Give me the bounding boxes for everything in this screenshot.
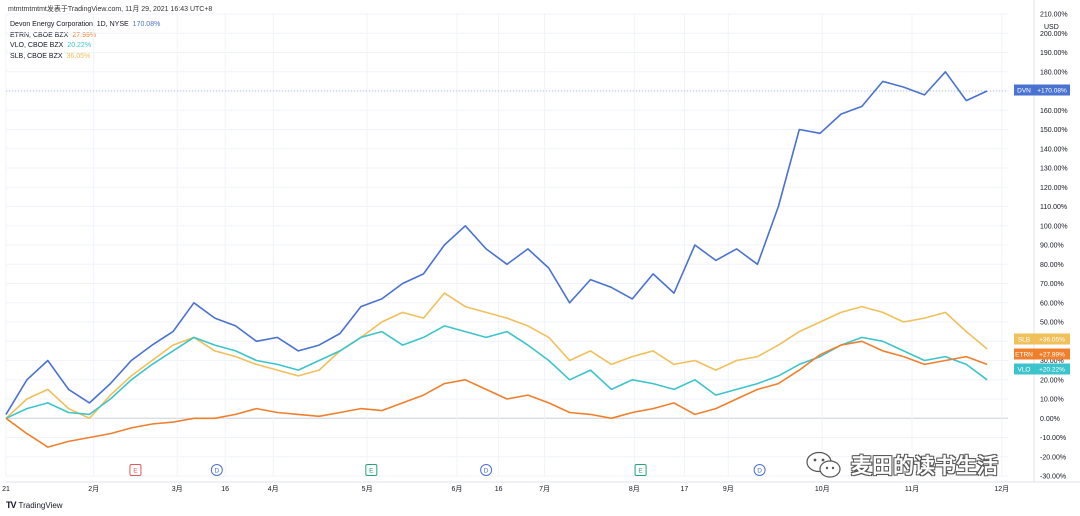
legend-item-slb[interactable]: SLB, CBOE BZX 36.05% (10, 52, 160, 63)
legend-item-dvn[interactable]: Devon Energy Corporation, 1D, NYSE 170.08… (10, 20, 160, 31)
series-line-slb (5, 292, 988, 420)
event-marker-label: D (214, 468, 219, 475)
header-title: mtmtmtmtmt发表于TradingView.com, 11月 29, 20… (8, 6, 213, 13)
y-tick-label: 200.00% (1040, 31, 1068, 38)
x-tick-label: 12月 (994, 485, 1009, 493)
legend-label: Devon Energy Corporation, 1D, NYSE (10, 21, 129, 28)
y-tick-label: 130.00% (1040, 166, 1068, 173)
event-marker-label: E (369, 468, 374, 475)
x-tick-label: 10月 (815, 485, 830, 493)
y-tick-label: 20.00% (1040, 377, 1064, 384)
x-tick-label: 11月 (905, 485, 919, 493)
badge-name-bg-etrn (1014, 348, 1034, 360)
event-marker-label: D (757, 468, 762, 475)
x-tick-label: 4月 (268, 485, 279, 493)
legend-value: 170.08% (132, 21, 161, 28)
y-tick-label: 140.00% (1040, 146, 1068, 153)
y-tick-label: 80.00% (1040, 262, 1064, 269)
badge-name-slb: SLB (1018, 337, 1030, 344)
event-marker-dividend (210, 464, 223, 476)
y-tick-label: 0.00% (1040, 416, 1060, 423)
footer[interactable]: TV TradingView (6, 500, 63, 510)
watermark-text: 麦田的读书生活 (851, 455, 998, 478)
event-marker-earnings (634, 464, 647, 476)
legend-item-vlo[interactable]: VLO, CBOE BZX 20.22% (10, 41, 160, 52)
y-tick-label: -30.00% (1040, 474, 1066, 481)
badge-name-etrn: ETRN (1015, 352, 1033, 359)
y-tick-label: -10.00% (1040, 435, 1066, 442)
badge-name-bg-vlo (1014, 363, 1034, 375)
badge-value-bg-vlo (1034, 363, 1070, 375)
badge-value-bg-etrn (1034, 348, 1070, 360)
legend-value: 36.05% (66, 52, 91, 60)
event-marker-label: E (638, 468, 643, 475)
event-marker-label: D (484, 468, 489, 475)
x-tick-label: 16 (495, 486, 503, 493)
y-tick-label: 150.00% (1040, 127, 1068, 134)
badge-value-bg-slb (1034, 333, 1070, 345)
event-marker-earnings (365, 464, 378, 476)
y-tick-label: 160.00% (1040, 108, 1068, 115)
legend-value: 27.99% (72, 31, 97, 39)
y-tick-label: 120.00% (1040, 185, 1068, 192)
y-tick-label: 190.00% (1040, 50, 1068, 57)
x-tick-label: 17 (681, 486, 689, 493)
y-tick-label: 180.00% (1040, 69, 1068, 76)
event-marker-dividend (753, 464, 766, 476)
y-tick-label: 50.00% (1040, 320, 1064, 327)
x-tick-label: 16 (221, 486, 229, 493)
y-tick-label: 210.00% (1040, 12, 1068, 19)
y-tick-label: 30.00% (1040, 358, 1064, 365)
badge-value-slb: +36.05% (1039, 337, 1065, 344)
watermark: 麦田的读书生活 (805, 450, 998, 480)
y-tick-label: 70.00% (1040, 281, 1064, 288)
badge-name-dvn: DVN (1017, 88, 1031, 95)
chart-canvas[interactable]: -30.00% -20.00% -10.00% 0.00% 10.00% 20.00% 30… (0, 0, 1080, 500)
x-tick-label: 2月 (88, 485, 99, 493)
y-tick-label: 100.00% (1040, 223, 1068, 230)
badge-value-vlo: +20.22% (1039, 367, 1065, 374)
legend-label: SLB, CBOE BZX (10, 52, 63, 60)
legend-item-etrn[interactable]: ETRN, CBOE BZX 27.99% (10, 31, 160, 42)
event-marker-label: E (133, 468, 138, 475)
badge-name-bg-dvn (1014, 84, 1034, 96)
badge-value-bg-dvn (1034, 84, 1070, 96)
x-tick-label: 7月 (539, 485, 550, 493)
x-tick-label: 5月 (362, 485, 373, 493)
y-axis-unit: USD (1044, 24, 1059, 31)
badge-value-etrn: +27.99% (1039, 352, 1065, 359)
legend: Devon Energy Corporation, 1D, NYSE 170.08… (10, 20, 160, 62)
y-tick-label: 10.00% (1040, 397, 1064, 404)
badge-name-vlo: VLO (1017, 367, 1030, 374)
legend-label: VLO, CBOE BZX (10, 42, 64, 49)
x-tick-label: 9月 (723, 485, 734, 493)
tradingview-logo: TV (6, 500, 16, 510)
badge-name-bg-slb (1014, 333, 1034, 345)
badge-value-dvn: +170.08% (1037, 88, 1067, 95)
y-tick-label: 90.00% (1040, 243, 1064, 250)
chart-header: mtmtmtmtmt发表于TradingView.com, 11月 29, 20… (8, 4, 212, 14)
x-tick-label: 3月 (172, 485, 183, 493)
event-marker-dividend (480, 464, 493, 476)
series-line-vlo (5, 325, 988, 420)
x-tick-label: 21 (2, 486, 10, 493)
x-tick-label: 8月 (629, 485, 640, 493)
event-marker-earnings (129, 464, 142, 476)
series-line-dvn (5, 71, 988, 415)
y-tick-label: 60.00% (1040, 300, 1064, 307)
legend-value: 20.22% (67, 42, 92, 49)
wechat-icon (806, 451, 841, 478)
y-tick-label: -20.00% (1040, 454, 1066, 461)
legend-label: ETRN, CBOE BZX (10, 31, 69, 39)
x-tick-label: 6月 (451, 485, 462, 493)
footer-label: TradingView (18, 500, 63, 510)
y-tick-label: 110.00% (1040, 204, 1067, 211)
series-line-etrn (5, 340, 988, 448)
